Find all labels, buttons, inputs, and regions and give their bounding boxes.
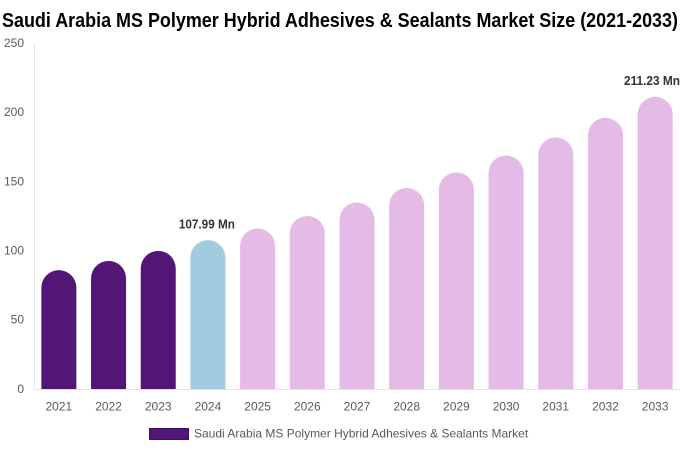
svg-text:2028: 2028 [393,400,420,414]
svg-text:2022: 2022 [95,400,122,414]
svg-text:0: 0 [17,382,24,396]
svg-text:50: 50 [11,313,25,327]
svg-text:2025: 2025 [244,400,271,414]
svg-text:2031: 2031 [542,400,569,414]
svg-text:2026: 2026 [294,400,321,414]
svg-text:Saudi Arabia MS Polymer Hybrid: Saudi Arabia MS Polymer Hybrid Adhesives… [194,427,529,441]
svg-text:2033: 2033 [642,400,669,414]
svg-text:2029: 2029 [443,400,470,414]
svg-text:2024: 2024 [195,400,222,414]
svg-text:2030: 2030 [493,400,520,414]
svg-text:250: 250 [4,36,24,50]
svg-text:211.23 Mn: 211.23 Mn [624,73,680,88]
svg-text:2032: 2032 [592,400,619,414]
svg-text:2021: 2021 [45,400,72,414]
svg-text:107.99 Mn: 107.99 Mn [179,217,235,232]
svg-text:200: 200 [4,105,24,119]
svg-text:Saudi Arabia MS Polymer Hybrid: Saudi Arabia MS Polymer Hybrid Adhesives… [2,10,678,32]
svg-text:2023: 2023 [145,400,172,414]
svg-text:150: 150 [4,174,24,188]
svg-text:100: 100 [4,244,24,258]
svg-text:2027: 2027 [344,400,371,414]
